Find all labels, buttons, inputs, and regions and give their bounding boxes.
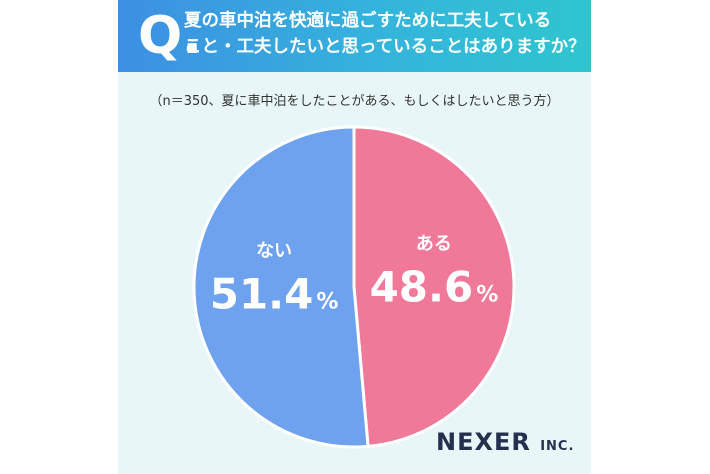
slice-value-0: 48.6% [370, 262, 499, 311]
question-header: Q. 夏の車中泊を快適に過ごすために工夫している こと・工夫したいと思っているこ… [118, 0, 591, 72]
q-mark: Q. [138, 6, 202, 66]
question-line-1: 夏の車中泊を快適に過ごすために工夫している [184, 11, 552, 31]
slice-label-0: ある [416, 233, 452, 254]
pie-chart: ある 48.6 % ない 51.4% [192, 125, 516, 449]
question-line-2: こと・工夫したいと思っていることはありますか？ [184, 37, 586, 57]
logo-name: NEXER [436, 428, 531, 456]
survey-card: Q. 夏の車中泊を快適に過ごすために工夫している こと・工夫したいと思っているこ… [118, 0, 591, 474]
sample-note: （n＝350、夏に車中泊をしたことがある、もしくはしたいと思う方） [149, 94, 560, 109]
slice-value-1: 51.4% [210, 270, 339, 319]
logo-suffix: INC. [540, 439, 575, 454]
pie-slice-0 [352, 125, 516, 449]
slice-label-1: ない [256, 241, 292, 262]
nexer-logo: NEXER INC. [436, 428, 574, 456]
pie-slice-1 [192, 125, 370, 449]
